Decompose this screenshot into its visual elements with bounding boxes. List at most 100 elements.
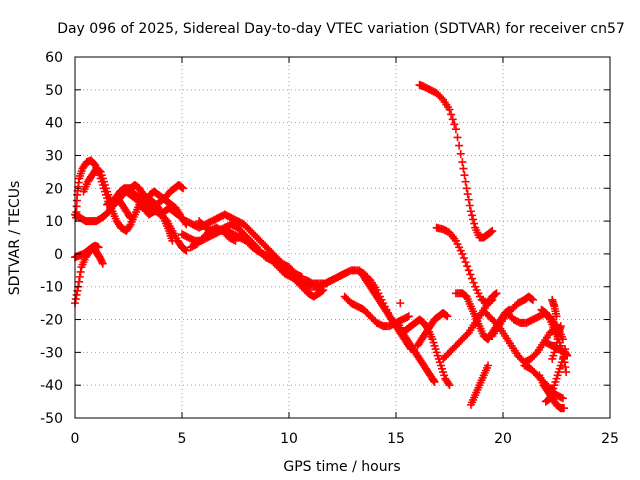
tick-marks (74, 56, 611, 419)
y-tick-label: 30 (45, 148, 63, 164)
data-point (560, 358, 569, 367)
data-point (463, 190, 472, 199)
data-point (484, 361, 493, 370)
data-point (404, 312, 413, 321)
data-point (463, 262, 472, 271)
data-point (181, 245, 190, 254)
series-track-12 (186, 223, 240, 252)
data-point (491, 290, 500, 299)
data-point (443, 312, 452, 321)
plot-frame (74, 56, 611, 419)
series-track-36 (396, 299, 405, 308)
y-tick-label: 10 (45, 214, 63, 230)
x-tick-label: 0 (71, 431, 80, 447)
data-point (95, 167, 104, 176)
data-point (552, 312, 561, 321)
series-track-33 (541, 338, 572, 360)
y-tick-label: -50 (40, 411, 63, 427)
data-point (470, 219, 479, 228)
series-track-34 (548, 295, 561, 321)
data-point (531, 350, 540, 359)
x-axis-label: GPS time / hours (283, 459, 400, 475)
data-point (106, 205, 115, 214)
y-tick-label: -20 (40, 313, 63, 329)
data-point (98, 258, 107, 267)
x-tick-label: 20 (494, 431, 512, 447)
data-point (528, 295, 537, 304)
data-point (556, 322, 565, 331)
data-point (396, 299, 405, 308)
series-track-26 (481, 308, 561, 367)
data-point (461, 177, 470, 186)
series-track-15 (314, 269, 349, 295)
x-tick-label: 5 (178, 431, 187, 447)
x-tick-label: 15 (387, 431, 405, 447)
data-point (527, 295, 536, 304)
data-point (231, 236, 240, 245)
data-point (175, 210, 184, 219)
y-tick-label: 40 (45, 116, 63, 132)
y-tick-label: -40 (40, 378, 63, 394)
data-point (76, 267, 85, 276)
series-track-7 (103, 194, 135, 222)
data-point (467, 211, 476, 220)
data-point (558, 394, 567, 403)
y-tick-label: 60 (45, 50, 63, 66)
chart-title: Day 096 of 2025, Sidereal Day-to-day VTE… (57, 21, 625, 37)
data-point (448, 115, 457, 124)
data-point (464, 266, 473, 275)
series-track-6 (126, 180, 177, 245)
series-track-18 (394, 318, 439, 386)
data-point (467, 274, 476, 283)
data-point (229, 235, 238, 244)
data-point (75, 272, 84, 281)
data-point (460, 171, 469, 180)
data-point (469, 215, 478, 224)
x-tick-label: 10 (280, 431, 298, 447)
data-point (75, 277, 84, 286)
data-point (459, 254, 468, 263)
series-track-23 (439, 289, 501, 363)
data-marks (71, 80, 572, 413)
data-point (465, 201, 474, 210)
data-point (447, 110, 456, 119)
data-point (178, 183, 186, 192)
data-point (444, 379, 453, 388)
data-point (469, 278, 478, 287)
data-point (456, 149, 465, 158)
x-tick-label: 25 (601, 431, 619, 447)
data-point (561, 363, 570, 372)
data-point (451, 125, 460, 134)
series-track-21 (415, 80, 497, 242)
series-track-25 (466, 361, 493, 409)
data-point (445, 381, 454, 390)
data-point (487, 227, 496, 236)
data-point (340, 269, 349, 278)
data-point (430, 377, 439, 386)
data-point (458, 249, 467, 258)
data-point (126, 213, 135, 222)
series-track-35 (535, 371, 568, 413)
data-point (442, 311, 451, 320)
y-axis-label: SDTVAR / TECUs (7, 181, 23, 296)
data-point (461, 258, 470, 267)
data-point (450, 120, 459, 129)
data-point (492, 289, 501, 298)
data-point (174, 208, 183, 217)
data-point (462, 184, 471, 193)
data-point (339, 270, 348, 279)
data-point (72, 290, 81, 299)
data-point (182, 246, 191, 255)
data-point (403, 313, 412, 322)
tick-labels: 0 5 10 15 20 25 -50 -40 -30 -20 -10 0 10 20 30 40 50 60 (40, 50, 619, 447)
data-point (98, 259, 107, 268)
data-point (463, 330, 472, 339)
data-point (168, 236, 177, 245)
data-point (557, 393, 566, 402)
data-point (71, 295, 80, 304)
y-tick-label: -10 (40, 280, 63, 296)
data-point (466, 270, 475, 279)
data-point (545, 313, 554, 322)
